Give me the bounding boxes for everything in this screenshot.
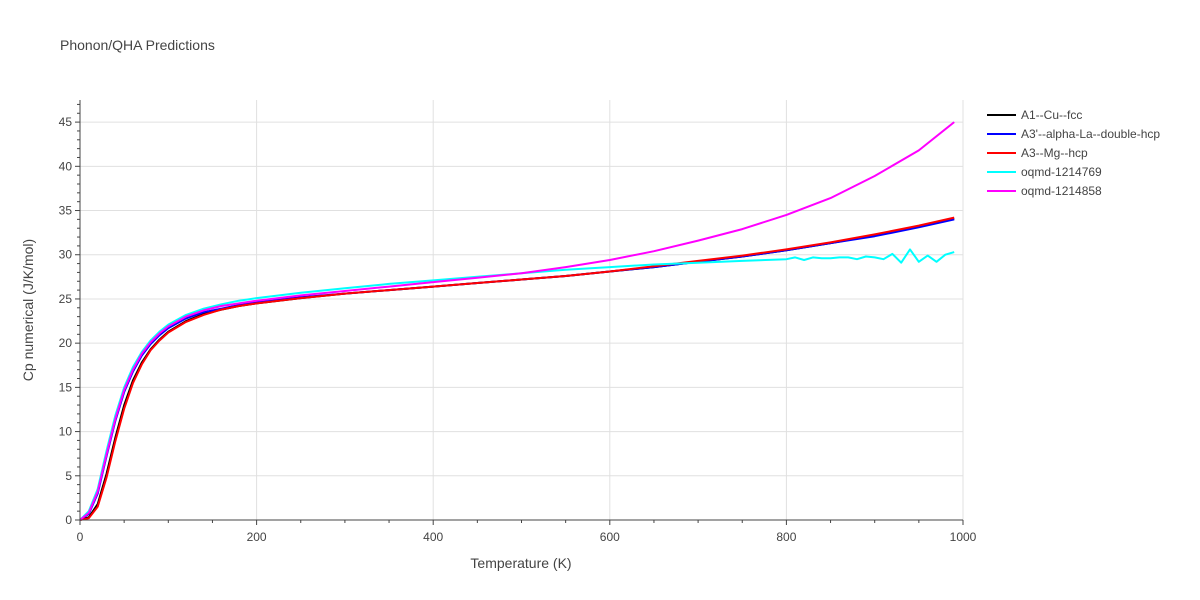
y-axis-label: Cp numerical (J/K/mol) xyxy=(20,239,36,381)
legend-label: A3'--alpha-La--double-hcp xyxy=(1021,127,1160,141)
x-axis-label: Temperature (K) xyxy=(470,555,571,571)
y-tick-label: 5 xyxy=(65,469,72,483)
y-tick-label: 10 xyxy=(59,425,73,439)
y-tick-label: 25 xyxy=(59,292,73,306)
legend-item[interactable]: oqmd-1214858 xyxy=(987,184,1102,198)
axes xyxy=(75,100,964,525)
legend-item[interactable]: A3--Mg--hcp xyxy=(987,146,1088,160)
series-layer xyxy=(79,121,955,521)
legend-label: oqmd-1214858 xyxy=(1021,184,1102,198)
series-line-1[interactable] xyxy=(79,218,955,521)
series-line-4[interactable] xyxy=(79,121,955,521)
series-line-2[interactable] xyxy=(79,216,955,521)
series-line-0[interactable] xyxy=(79,217,955,521)
y-tick-label: 15 xyxy=(59,380,73,394)
x-tick-label: 400 xyxy=(423,530,443,544)
y-tick-label: 45 xyxy=(59,115,73,129)
tick-labels: 0 200 400 600 800 1000 0 5 10 15 20 25 30 35 40 45 xyxy=(59,115,977,544)
legend-item[interactable]: oqmd-1214769 xyxy=(987,165,1102,179)
series-line-3[interactable] xyxy=(79,248,955,521)
x-tick-label: 1000 xyxy=(950,530,977,544)
legend-label: oqmd-1214769 xyxy=(1021,165,1102,179)
x-tick-label: 0 xyxy=(77,530,84,544)
x-tick-label: 200 xyxy=(247,530,267,544)
y-tick-label: 20 xyxy=(59,336,73,350)
legend-label: A1--Cu--fcc xyxy=(1021,108,1082,122)
legend[interactable]: A1--Cu--fcc A3'--alpha-La--double-hcp A3--… xyxy=(987,108,1160,198)
chart-title: Phonon/QHA Predictions xyxy=(60,37,215,53)
y-tick-label: 30 xyxy=(59,248,73,262)
y-tick-label: 0 xyxy=(65,513,72,527)
legend-label: A3--Mg--hcp xyxy=(1021,146,1088,160)
legend-item[interactable]: A1--Cu--fcc xyxy=(987,108,1082,122)
x-tick-label: 800 xyxy=(776,530,796,544)
y-tick-label: 40 xyxy=(59,159,73,173)
legend-item[interactable]: A3'--alpha-La--double-hcp xyxy=(987,127,1160,141)
x-tick-label: 600 xyxy=(600,530,620,544)
y-tick-label: 35 xyxy=(59,204,73,218)
grid-lines xyxy=(80,100,964,520)
